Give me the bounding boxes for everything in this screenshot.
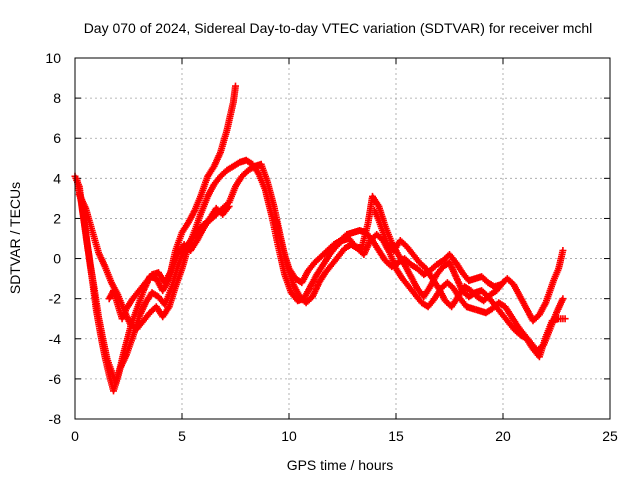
series-track <box>105 202 233 323</box>
data-points <box>71 82 569 395</box>
y-tick-label: 8 <box>53 90 61 106</box>
y-tick-label: -8 <box>49 411 62 427</box>
plus-markers <box>371 206 507 311</box>
x-tick-label: 10 <box>281 428 297 444</box>
y-tick-label: -2 <box>49 291 62 307</box>
series-track <box>272 216 567 325</box>
x-tick-label: 25 <box>602 428 618 444</box>
series-track <box>75 156 569 361</box>
tick-labels: 0 5 10 15 20 25 -8 -6 -4 -2 0 2 4 6 8 10 <box>45 50 618 444</box>
y-tick-label: 6 <box>53 130 61 146</box>
y-tick-label: -6 <box>49 371 62 387</box>
x-tick-label: 15 <box>388 428 404 444</box>
chart-title: Day 070 of 2024, Sidereal Day-to-day VTE… <box>84 20 593 36</box>
y-tick-label: -4 <box>49 331 62 347</box>
y-tick-label: 10 <box>45 50 61 66</box>
x-axis-label: GPS time / hours <box>287 457 394 473</box>
y-tick-label: 4 <box>53 170 61 186</box>
x-tick-label: 20 <box>495 428 511 444</box>
plus-markers <box>75 156 569 361</box>
series-track <box>371 206 507 311</box>
y-tick-label: 2 <box>53 210 61 226</box>
y-axis-label: SDTVAR / TECUs <box>7 182 23 294</box>
plus-markers <box>105 202 233 323</box>
x-tick-label: 0 <box>71 428 79 444</box>
x-tick-label: 5 <box>178 428 186 444</box>
y-tick-label: 0 <box>53 251 61 267</box>
plus-markers <box>272 216 567 325</box>
plot-frame <box>74 57 611 420</box>
